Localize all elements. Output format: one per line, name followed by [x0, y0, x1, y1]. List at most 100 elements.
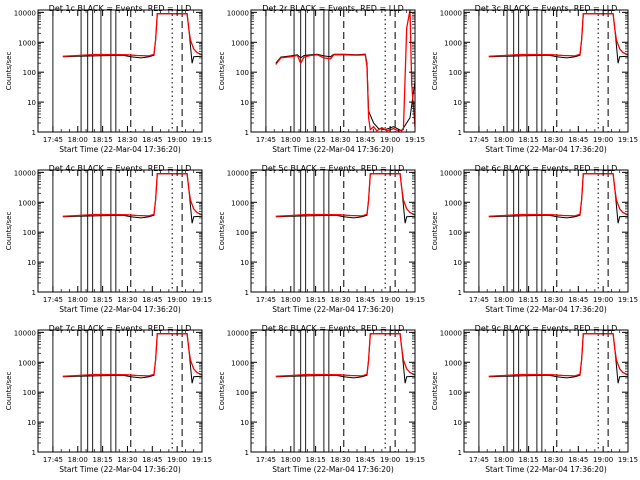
- x-tick-label: 19:00: [593, 136, 613, 144]
- x-tick-label: 18:15: [519, 296, 539, 304]
- x-tick-label: 18:15: [306, 456, 326, 464]
- y-axis-label: Counts/sec: [431, 372, 439, 411]
- panel-det-8: 1 10 100 1000 10000 17:45 18:00 18:15 18:30 18:45…: [218, 324, 425, 474]
- plot-area: [52, 330, 202, 452]
- y-tick-label: 100: [23, 229, 36, 237]
- x-tick-label: 19:15: [192, 296, 212, 304]
- panel-title: Det 3c BLACK = Events, RED = LLD: [475, 4, 618, 13]
- y-tick-label: 10: [27, 419, 36, 427]
- x-axis-label: Start Time (22-Mar-04 17:36:20): [272, 145, 394, 154]
- y-tick-label: 100: [23, 69, 36, 77]
- plot-frame: [37, 329, 203, 453]
- y-tick-label: 1: [32, 449, 36, 457]
- series-lld: [275, 333, 415, 377]
- y-tick-label: 1: [458, 449, 462, 457]
- y-tick-label: 1: [458, 129, 462, 137]
- x-tick-label: 18:30: [543, 296, 563, 304]
- x-tick-label: 17:45: [43, 136, 63, 144]
- panel-det-5: 1 10 100 1000 10000 17:45 18:00 18:15 18:30 18:45…: [218, 164, 425, 314]
- y-tick-label: 1: [245, 289, 249, 297]
- y-tick-label: 10000: [14, 329, 36, 337]
- y-tick-label: 1000: [231, 199, 249, 207]
- x-tick-label: 19:00: [167, 136, 187, 144]
- x-tick-label: 18:15: [93, 136, 113, 144]
- series-events: [62, 173, 202, 224]
- x-tick-label: 18:15: [93, 296, 113, 304]
- series-lld: [62, 173, 202, 217]
- x-tick-label: 19:15: [618, 456, 638, 464]
- panel-title: Det 8c BLACK = Events, RED = LLD: [262, 324, 405, 333]
- y-tick-label: 1: [245, 449, 249, 457]
- y-axis-label: Counts/sec: [431, 212, 439, 251]
- plot-area: [265, 170, 415, 292]
- y-tick-label: 10: [453, 259, 462, 267]
- panel-det-9: 1 10 100 1000 10000 17:45 18:00 18:15 18:30 18:45…: [431, 324, 638, 474]
- plot-frame: [37, 169, 203, 293]
- panel-det-2: 1 10 100 1000 10000 17:45 18:00 18:15 18:30 18:45…: [218, 4, 425, 154]
- y-tick-label: 100: [236, 69, 249, 77]
- plot-frame: [250, 169, 416, 293]
- x-tick-label: 19:15: [405, 456, 425, 464]
- y-tick-label: 1000: [18, 39, 36, 47]
- x-tick-label: 17:45: [256, 136, 276, 144]
- panel-det-7: 1 10 100 1000 10000 17:45 18:00 18:15 18:30 18:45…: [5, 324, 212, 474]
- x-axis-label: Start Time (22-Mar-04 17:36:20): [485, 305, 607, 314]
- x-tick-label: 19:00: [380, 136, 400, 144]
- x-tick-label: 17:45: [256, 296, 276, 304]
- y-tick-label: 10: [453, 419, 462, 427]
- x-tick-label: 18:45: [568, 296, 588, 304]
- x-tick-label: 19:15: [405, 136, 425, 144]
- y-tick-label: 1000: [231, 39, 249, 47]
- y-tick-label: 10: [240, 419, 249, 427]
- y-tick-label: 1000: [18, 359, 36, 367]
- plot-area: [52, 170, 202, 292]
- x-tick-label: 18:00: [68, 296, 88, 304]
- y-axis-label: Counts/sec: [218, 52, 226, 91]
- x-tick-label: 18:30: [543, 136, 563, 144]
- x-tick-label: 17:45: [469, 456, 489, 464]
- x-tick-label: 18:00: [494, 456, 514, 464]
- x-tick-label: 18:15: [306, 296, 326, 304]
- y-tick-label: 10000: [14, 169, 36, 177]
- panel-title: Det 4c BLACK = Events, RED = LLD: [49, 164, 192, 173]
- x-tick-label: 17:45: [469, 296, 489, 304]
- plot-area: [52, 10, 202, 132]
- x-tick-label: 18:00: [281, 136, 301, 144]
- y-tick-label: 1000: [444, 359, 462, 367]
- plot-area: [265, 10, 415, 132]
- x-tick-label: 18:45: [355, 136, 375, 144]
- y-tick-label: 10000: [440, 9, 462, 17]
- x-tick-label: 17:45: [256, 456, 276, 464]
- y-tick-label: 1000: [444, 199, 462, 207]
- y-tick-label: 10: [240, 99, 249, 107]
- plot-frame: [250, 9, 416, 133]
- y-tick-label: 1: [245, 129, 249, 137]
- panel-title: Det 1c BLACK = Events, RED = LLD: [49, 4, 192, 13]
- plot-frame: [463, 9, 629, 133]
- x-tick-label: 17:45: [43, 456, 63, 464]
- x-tick-label: 18:15: [519, 456, 539, 464]
- panel-det-4: 1 10 100 1000 10000 17:45 18:00 18:15 18:30 18:45…: [5, 164, 212, 314]
- y-tick-label: 100: [236, 229, 249, 237]
- x-axis-label: Start Time (22-Mar-04 17:36:20): [485, 145, 607, 154]
- plot-area: [478, 330, 628, 452]
- y-tick-label: 100: [236, 389, 249, 397]
- x-tick-label: 19:00: [380, 296, 400, 304]
- plot-frame: [463, 329, 629, 453]
- y-tick-label: 10000: [227, 9, 249, 17]
- plot-frame: [463, 169, 629, 293]
- y-axis-label: Counts/sec: [5, 372, 13, 411]
- plot-frame: [37, 9, 203, 133]
- panel-det-1: 1 10 100 1000 10000 17:45 18:00 18:15 18:30 18:45…: [5, 4, 212, 154]
- x-tick-label: 18:45: [355, 456, 375, 464]
- plot-area: [265, 330, 415, 452]
- x-axis-label: Start Time (22-Mar-04 17:36:20): [272, 465, 394, 474]
- y-tick-label: 10: [240, 259, 249, 267]
- y-tick-label: 1: [32, 129, 36, 137]
- y-tick-label: 10: [27, 99, 36, 107]
- y-tick-label: 10000: [440, 329, 462, 337]
- y-tick-label: 1000: [444, 39, 462, 47]
- x-tick-label: 19:15: [405, 296, 425, 304]
- x-tick-label: 18:45: [568, 136, 588, 144]
- x-tick-label: 18:45: [142, 456, 162, 464]
